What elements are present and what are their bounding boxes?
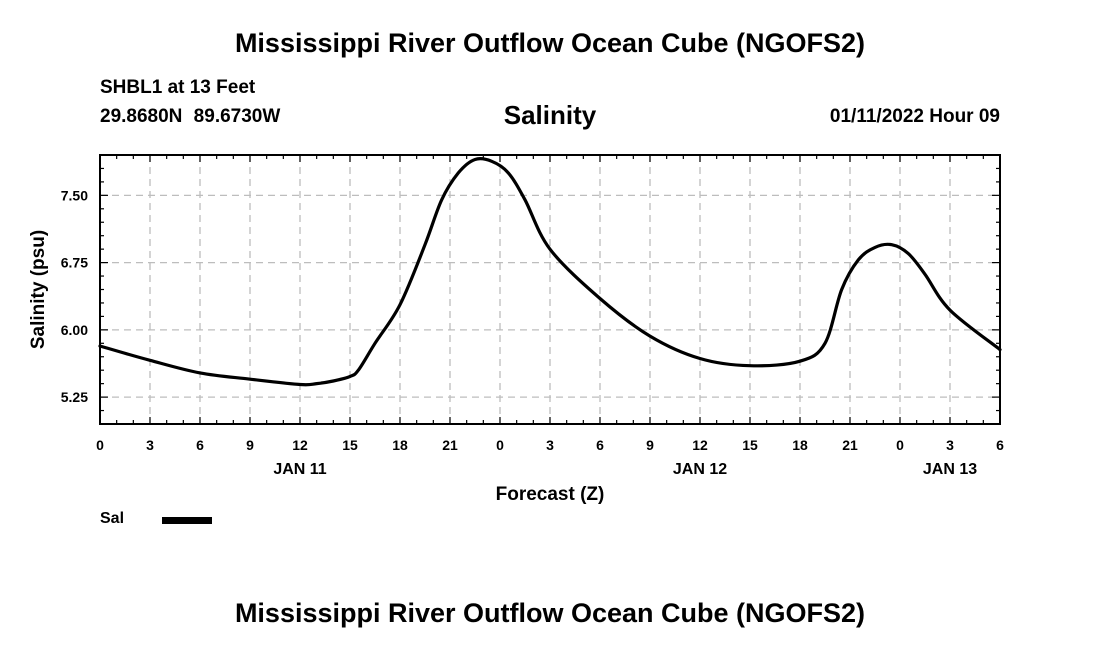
x-axis-title: Forecast (Z) [496,484,605,505]
y-tick-label: 6.00 [61,322,88,338]
y-tick-label: 7.50 [61,187,88,203]
x-tick-label: 15 [742,437,758,453]
x-tick-label: 0 [896,437,904,453]
footer-title: Mississippi River Outflow Ocean Cube (NG… [234,598,866,628]
x-tick-label: 0 [496,437,504,453]
chart-subtitle: Salinity [503,100,597,130]
date-label: JAN 11 [273,461,326,478]
station-coordinates: 29.8680N 89.6730W [100,106,281,127]
x-tick-label: 21 [442,437,458,453]
x-tick-label: 6 [996,437,1004,453]
x-tick-label: 18 [392,437,408,453]
forecast-datetime: 01/11/2022 Hour 09 [829,106,1000,127]
x-tick-label: 9 [646,437,654,453]
legend-line-swatch [162,517,212,524]
x-tick-label: 12 [292,437,308,453]
y-axis-title: Salinity (psu) [28,230,49,349]
x-tick-label: 9 [246,437,254,453]
y-tick-label: 5.25 [61,389,88,405]
station-label: SHBL1 at 13 Feet [100,77,256,98]
x-tick-label: 6 [196,437,204,453]
legend-label: Sal [100,510,125,527]
y-tick-label: 6.75 [61,255,88,271]
x-tick-label: 21 [842,437,858,453]
date-label: JAN 13 [923,461,977,478]
x-tick-label: 15 [342,437,358,453]
series-line-sal [98,156,1002,387]
x-tick-label: 3 [146,437,154,453]
x-tick-label: 6 [596,437,604,453]
x-tick-label: 12 [692,437,708,453]
x-tick-label: 0 [96,437,104,453]
main-title: Mississippi River Outflow Ocean Cube (NG… [234,28,866,58]
x-tick-label: 3 [946,437,954,453]
date-label: JAN 12 [673,461,727,478]
x-tick-label: 18 [792,437,808,453]
x-tick-label: 3 [546,437,554,453]
